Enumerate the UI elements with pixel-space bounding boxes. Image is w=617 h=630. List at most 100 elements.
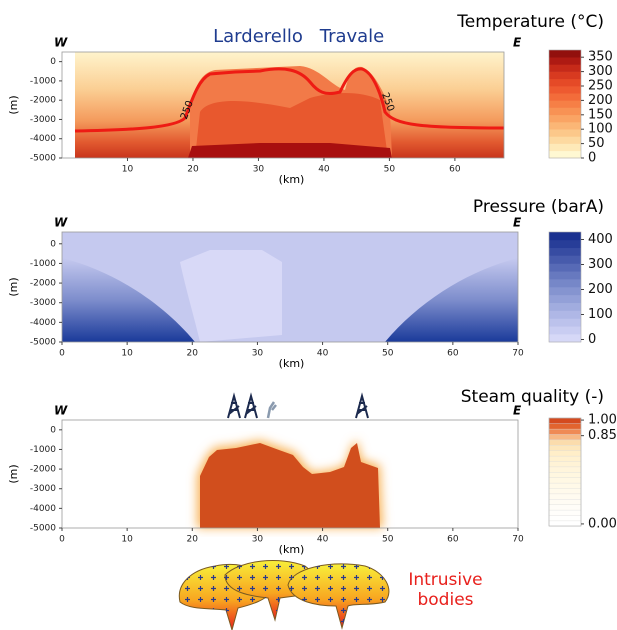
colorbar-tick-label: 100 [588, 122, 613, 137]
y-tick-label: -2000 [30, 465, 56, 475]
colorbar-band [549, 129, 581, 137]
colorbar-tick-label: 200 [588, 282, 613, 297]
west-label: W [54, 36, 68, 50]
annotation: Intrusive bodies [398, 570, 493, 610]
x-tick-label: 70 [512, 349, 524, 359]
colorbar-band [549, 263, 581, 271]
colorbar-band [549, 93, 581, 101]
colorbar-band [549, 445, 581, 451]
x-tick-label: 40 [317, 535, 329, 545]
colorbar-band [549, 515, 581, 521]
y-tick-label: -3000 [30, 115, 56, 125]
colorbar-band [549, 521, 581, 527]
colorbar-tick-label: 0 [588, 332, 596, 347]
colorbar-band [549, 108, 581, 116]
x-tick-label: 10 [121, 535, 133, 545]
colorbar-band [549, 429, 581, 435]
colorbar-band [549, 100, 581, 108]
colorbar-band [549, 151, 581, 159]
colorbar-band [549, 232, 581, 240]
colorbar-band [549, 144, 581, 152]
colorbar-band [549, 279, 581, 287]
colorbar-band [549, 271, 581, 279]
colorbar-tick-label: 150 [588, 107, 613, 122]
colorbar-band [549, 287, 581, 295]
colorbar-band [549, 483, 581, 489]
figure: 10 20 30 40 50 60 0 -1000 -2000 -3000 -4000 -5000 (k… [0, 0, 617, 630]
x-tick-label: 20 [187, 535, 199, 545]
y-tick-label: -2000 [30, 279, 56, 289]
y-tick-label: 0 [50, 239, 56, 249]
colorbar-band [549, 64, 581, 72]
colorbar-band [549, 248, 581, 256]
west-label: W [54, 216, 68, 230]
y-tick-label: -4000 [30, 504, 56, 514]
x-tick-label: 20 [187, 349, 199, 359]
x-axis-label: (km) [279, 543, 305, 556]
y-tick-label: -1000 [30, 259, 56, 269]
y-axis-label: (m) [7, 95, 20, 114]
y-tick-label: 0 [50, 425, 56, 435]
annotation: Larderello [213, 26, 303, 47]
chart-title: Steam quality (-) [461, 387, 604, 407]
colorbar-tick-label: 100 [588, 307, 613, 322]
y-tick-label: -3000 [30, 298, 56, 308]
colorbar-band [549, 86, 581, 94]
x-tick-label: 60 [447, 349, 459, 359]
x-tick-label: 10 [121, 349, 133, 359]
colorbar-band [549, 456, 581, 462]
y-tick-label: -4000 [30, 318, 56, 328]
east-label: E [513, 404, 522, 418]
colorbar-band [549, 504, 581, 510]
x-tick-label: 70 [512, 535, 524, 545]
x-tick-label: 30 [252, 535, 264, 545]
colorbar-band [549, 136, 581, 144]
colorbar-band [549, 318, 581, 326]
east-label: E [513, 216, 522, 230]
colorbar-band [549, 122, 581, 130]
colorbar-tick-label: 200 [588, 93, 613, 108]
colorbar-tick-label: 0 [588, 151, 596, 166]
colorbar-band [549, 311, 581, 319]
x-tick-label: 40 [318, 165, 330, 175]
colorbar-tick-label: 300 [588, 257, 613, 272]
page: 10 20 30 40 50 60 0 -1000 -2000 -3000 -4000 -5000 (k… [0, 0, 617, 630]
colorbar-band [549, 477, 581, 483]
colorbar-tick-label: 400 [588, 232, 613, 247]
x-tick-label: 10 [122, 165, 134, 175]
y-tick-label: -2000 [30, 96, 56, 106]
y-tick-label: -5000 [30, 154, 56, 164]
x-tick-label: 60 [449, 165, 461, 175]
x-tick-label: 0 [59, 535, 65, 545]
colorbar-tick-label: 0.85 [588, 428, 617, 443]
x-tick-label: 0 [59, 349, 65, 359]
colorbar-band [549, 510, 581, 516]
colorbar-band [549, 57, 581, 64]
colorbar-band [549, 499, 581, 505]
chart-title: Temperature (°C) [456, 12, 604, 32]
x-tick-label: 30 [253, 165, 265, 175]
colorbar-tick-label: 1.00 [588, 413, 617, 428]
colorbar-band [549, 440, 581, 446]
x-tick-label: 40 [317, 349, 329, 359]
y-tick-label: -1000 [30, 76, 56, 86]
colorbar-band [549, 79, 581, 87]
colorbar-band [549, 494, 581, 500]
colorbar-band [549, 461, 581, 467]
colorbar-band [549, 72, 581, 80]
colorbar-band [549, 326, 581, 334]
y-tick-label: -1000 [30, 445, 56, 455]
temperature-field [75, 52, 504, 158]
west-label: W [54, 404, 68, 418]
colorbar-band [549, 334, 581, 342]
colorbar-band [549, 240, 581, 248]
colorbar-band [549, 472, 581, 478]
colorbar-band [549, 423, 581, 429]
colorbar-tick-label: 250 [588, 79, 613, 94]
colorbar-band [549, 450, 581, 456]
colorbar-band [549, 303, 581, 311]
x-tick-label: 50 [384, 165, 396, 175]
colorbar-band [549, 418, 581, 424]
colorbar-band [549, 115, 581, 123]
y-tick-label: -3000 [30, 484, 56, 494]
